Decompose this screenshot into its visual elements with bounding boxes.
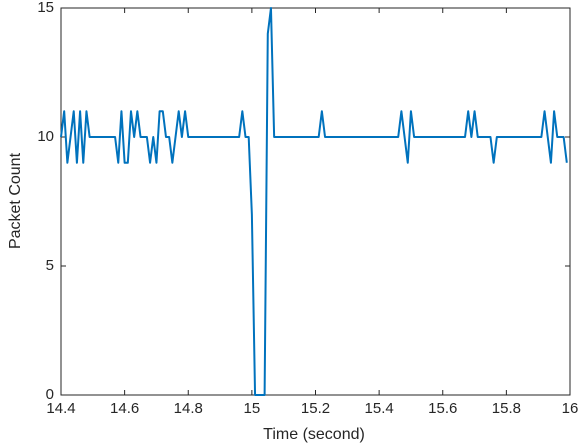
data-line	[60, 7, 568, 396]
y-tick-label: 0	[46, 386, 54, 403]
x-axis-label: Time (second)	[263, 426, 365, 443]
x-tick-label: 15.8	[492, 400, 521, 417]
y-tick-label: 15	[37, 0, 54, 16]
x-tick-label: 14.8	[174, 400, 203, 417]
y-tick-label: 10	[37, 128, 54, 145]
x-tick-label: 15	[244, 400, 261, 417]
x-tick-label: 15.4	[365, 400, 394, 417]
x-tick-label: 15.2	[301, 400, 330, 417]
x-tick-label: 14.4	[46, 400, 75, 417]
y-tick-label: 5	[46, 257, 54, 274]
plot-box	[60, 7, 571, 396]
x-tick-label: 16	[562, 400, 579, 417]
x-tick-label: 14.6	[110, 400, 139, 417]
x-tick-label: 15.6	[428, 400, 457, 417]
y-axis-label: Packet Count	[7, 152, 24, 249]
